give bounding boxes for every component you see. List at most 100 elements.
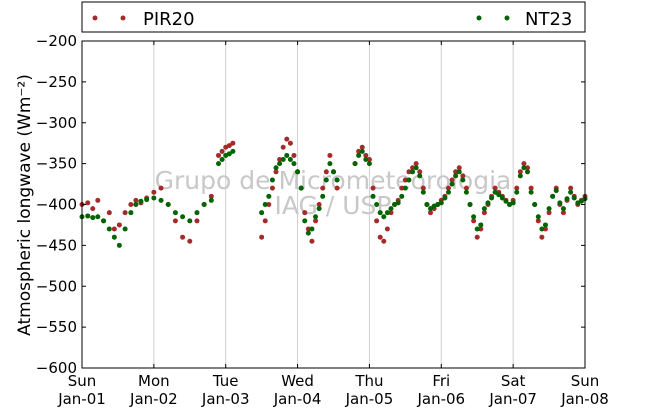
data-point xyxy=(564,196,570,202)
data-point xyxy=(428,210,434,216)
data-point xyxy=(517,169,523,175)
data-point xyxy=(528,189,534,195)
data-point xyxy=(305,230,311,236)
data-point xyxy=(525,165,531,171)
data-point xyxy=(503,198,509,204)
data-point xyxy=(474,234,480,240)
x-tick-date: Jan-04 xyxy=(273,390,322,408)
legend-box xyxy=(81,1,586,33)
data-point xyxy=(298,185,304,191)
data-point xyxy=(417,173,423,179)
data-point xyxy=(158,185,164,191)
data-point xyxy=(302,210,308,216)
data-point xyxy=(128,210,134,216)
data-point xyxy=(463,185,469,191)
data-point xyxy=(266,193,272,199)
data-point xyxy=(406,177,412,183)
data-point xyxy=(445,189,451,195)
y-axis: −200 −250 −300 −350 −400 −450 −500 −550 −600 xyxy=(36,32,585,377)
data-point xyxy=(273,165,279,171)
data-point xyxy=(180,214,186,220)
x-tick-date: Jan-01 xyxy=(57,390,106,408)
data-point xyxy=(377,210,383,216)
y-tick-label: −300 xyxy=(36,114,77,132)
data-point xyxy=(226,151,232,157)
data-point xyxy=(356,148,362,154)
data-point xyxy=(481,206,487,212)
x-tick-day: Thu xyxy=(354,372,383,390)
data-point xyxy=(291,152,297,158)
data-point xyxy=(111,234,117,240)
data-point xyxy=(226,143,232,149)
data-point xyxy=(151,189,157,195)
data-point xyxy=(201,202,207,207)
data-point xyxy=(517,173,523,179)
x-tick-date: Jan-06 xyxy=(416,390,465,408)
y-tick-label: −550 xyxy=(36,318,77,336)
data-point xyxy=(320,193,326,199)
series-layer xyxy=(79,136,588,248)
data-point xyxy=(546,206,552,212)
data-point xyxy=(402,185,408,191)
data-point xyxy=(453,173,459,179)
legend-marker-nt23 xyxy=(504,15,510,21)
y-tick-label: −450 xyxy=(36,236,77,254)
data-point xyxy=(528,185,534,191)
data-point xyxy=(388,206,394,212)
data-point xyxy=(395,200,401,206)
data-point xyxy=(194,210,200,216)
data-point xyxy=(106,226,112,232)
data-point xyxy=(410,165,416,171)
x-tick-day: Wed xyxy=(281,372,314,390)
data-point xyxy=(496,192,502,198)
data-point xyxy=(474,226,480,232)
data-point xyxy=(284,152,290,158)
x-tick-date: Jan-03 xyxy=(201,390,250,408)
data-point xyxy=(366,161,372,167)
x-tick-day: Sun xyxy=(571,372,600,390)
data-point xyxy=(128,202,134,207)
x-tick-date: Jan-08 xyxy=(560,390,609,408)
data-point xyxy=(553,188,559,194)
data-point xyxy=(449,181,455,187)
data-point xyxy=(374,202,380,207)
data-point xyxy=(352,161,358,167)
x-tick-date: Jan-02 xyxy=(129,390,178,408)
data-point xyxy=(399,193,405,199)
data-point xyxy=(478,222,484,228)
data-point xyxy=(111,226,117,232)
data-point xyxy=(438,200,444,206)
data-point xyxy=(363,157,369,163)
data-point xyxy=(492,189,498,195)
data-point xyxy=(316,202,322,207)
x-tick-day: Mon xyxy=(138,372,170,390)
legend-marker-pir20 xyxy=(92,15,98,21)
data-point xyxy=(316,206,322,212)
data-point xyxy=(144,197,150,203)
data-point xyxy=(85,200,91,206)
data-point xyxy=(377,234,383,240)
data-point xyxy=(521,161,527,167)
data-point xyxy=(568,185,574,191)
legend-marker-nt23 xyxy=(476,15,482,21)
data-point xyxy=(334,177,340,183)
data-point xyxy=(510,200,516,206)
data-point xyxy=(116,222,122,228)
data-point xyxy=(428,206,434,212)
data-point xyxy=(453,169,459,175)
y-tick-label: −200 xyxy=(36,32,77,50)
data-point xyxy=(542,226,548,232)
data-point xyxy=(295,169,301,175)
x-axis: SunJan-01MonJan-02TueJan-03WedJan-04ThuJ… xyxy=(57,41,609,408)
data-point xyxy=(269,185,275,191)
data-point xyxy=(313,214,319,220)
data-point xyxy=(514,189,520,195)
data-point xyxy=(90,206,96,212)
data-point xyxy=(106,210,112,216)
data-point xyxy=(138,198,144,204)
data-point xyxy=(514,185,520,191)
data-point xyxy=(313,218,319,224)
data-point xyxy=(323,177,329,183)
data-point xyxy=(122,210,128,216)
